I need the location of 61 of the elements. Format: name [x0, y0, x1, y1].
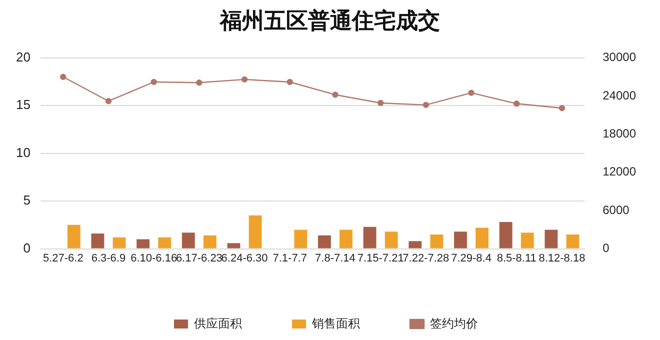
point: [422, 102, 430, 108]
bar: [499, 222, 512, 248]
bar: [340, 230, 352, 248]
point: [468, 90, 474, 96]
point: [332, 92, 338, 98]
bar: [566, 234, 580, 248]
y-tick-label: 15: [16, 97, 30, 112]
legend-label: 销售面积: [311, 316, 360, 330]
x-tick-label: 6.17-6.23: [176, 252, 222, 264]
x-tick-label: 8.5-8.11: [496, 252, 536, 264]
x-tick-label: 6.10-6.16: [130, 252, 178, 264]
bar: [408, 241, 422, 248]
point: [105, 98, 112, 104]
point: [241, 76, 248, 83]
y2-tick-label: 24000: [602, 88, 636, 102]
x-tick-label: 6.24-6.30: [221, 252, 268, 264]
bar: [476, 228, 488, 248]
x-tick-label: 7.29-8.4: [451, 252, 492, 264]
point: [514, 100, 520, 107]
bar: [520, 232, 534, 248]
point: [377, 100, 384, 106]
y2-tick-label: 0: [602, 241, 610, 256]
bar: [67, 224, 80, 248]
y-tick-label: 5: [23, 192, 30, 208]
y2-tick-label: 12000: [602, 164, 636, 179]
point: [60, 74, 66, 80]
point: [196, 80, 202, 86]
bar: [112, 237, 126, 248]
x-tick-label: 6.3-6.9: [91, 252, 126, 264]
bar: [363, 226, 376, 248]
bar: [203, 235, 216, 248]
point: [150, 78, 157, 86]
bar: [91, 234, 104, 248]
x-tick-label: 7.8-7.14: [315, 252, 356, 264]
point: [286, 78, 293, 86]
bar: [430, 234, 444, 248]
x-tick-label: 7.15-7.21: [357, 252, 404, 264]
y2-tick-label: 6000: [602, 202, 630, 217]
x-tick-label: 5.27-6.2: [42, 252, 84, 264]
bar: [248, 215, 262, 248]
y2-tick-label: 30000: [602, 50, 636, 64]
bar: [227, 243, 240, 248]
bar: [136, 239, 150, 248]
legend-label: 供应面积: [194, 316, 242, 330]
chart-title: 福州五区普通住宅成交: [218, 8, 441, 36]
y-tick-label: 20: [16, 49, 30, 64]
y-tick-label: 0: [23, 240, 30, 256]
y2-tick-label: 18000: [602, 126, 636, 141]
x-tick-label: 8.12-8.18: [538, 252, 586, 264]
bar: [158, 237, 172, 248]
legend-label: 签约均价: [430, 316, 478, 330]
bar: [454, 232, 467, 248]
bar: [182, 232, 195, 248]
bar: [544, 230, 558, 248]
point: [558, 104, 566, 112]
bar: [384, 232, 398, 248]
bar: [294, 230, 308, 248]
x-tick-label: 7.1-7.7: [272, 252, 307, 264]
y-tick-label: 10: [16, 144, 30, 160]
bar: [318, 235, 331, 248]
x-tick-label: 7.22-7.28: [402, 252, 450, 264]
